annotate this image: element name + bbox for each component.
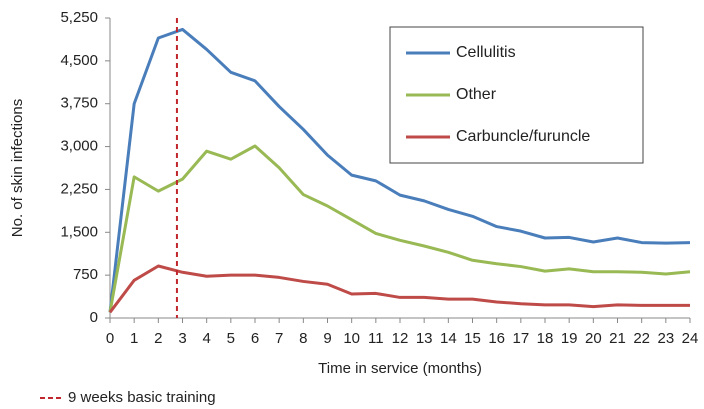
x-tick-label: 17 (512, 330, 529, 347)
x-tick-label: 12 (392, 330, 409, 347)
series-line (108, 144, 691, 313)
x-tick-label: 24 (682, 330, 699, 347)
x-tick-label: 7 (275, 330, 283, 347)
x-tick-label: 8 (299, 330, 307, 347)
x-tick-label: 13 (416, 330, 433, 347)
x-tick-label: 11 (368, 330, 384, 347)
y-tick-label: 0 (90, 309, 98, 326)
series-line (108, 27, 691, 313)
x-tick-label: 10 (343, 330, 360, 347)
x-tick-label: 6 (251, 330, 259, 347)
x-tick-label: 18 (537, 330, 554, 347)
x-tick-label: 15 (464, 330, 481, 347)
x-tick-label: 5 (227, 330, 235, 347)
y-tick-label: 1,500 (60, 223, 98, 240)
series-line (108, 264, 690, 314)
x-tick-label: 0 (106, 330, 114, 347)
x-tick-label: 4 (202, 330, 210, 347)
y-tick-label: 2,250 (60, 180, 98, 197)
x-tick-label: 3 (178, 330, 186, 347)
x-axis-label: Time in service (months) (318, 360, 482, 377)
y-tick-label: 3,000 (60, 138, 98, 155)
x-tick-label: 19 (561, 330, 578, 347)
x-tick-label: 20 (585, 330, 602, 347)
legend-label: Cellulitis (456, 44, 516, 61)
x-tick-label: 2 (154, 330, 162, 347)
y-axis-label: No. of skin infections (9, 99, 26, 237)
annotation-legend-label: 9 weeks basic training (68, 389, 216, 406)
x-tick-label: 22 (633, 330, 650, 347)
x-tick-label: 14 (440, 330, 457, 347)
y-tick-label: 750 (73, 266, 98, 283)
y-tick-label: 3,750 (60, 95, 98, 112)
y-tick-label: 5,250 (60, 9, 98, 26)
x-tick-label: 21 (609, 330, 626, 347)
y-tick-label: 4,500 (60, 52, 98, 69)
legend-label: Carbuncle/furuncle (456, 128, 590, 145)
x-tick-label: 9 (323, 330, 331, 347)
legend-label: Other (456, 86, 497, 103)
x-tick-label: 23 (657, 330, 674, 347)
x-tick-label: 16 (488, 330, 505, 347)
x-tick-label: 1 (130, 330, 138, 347)
